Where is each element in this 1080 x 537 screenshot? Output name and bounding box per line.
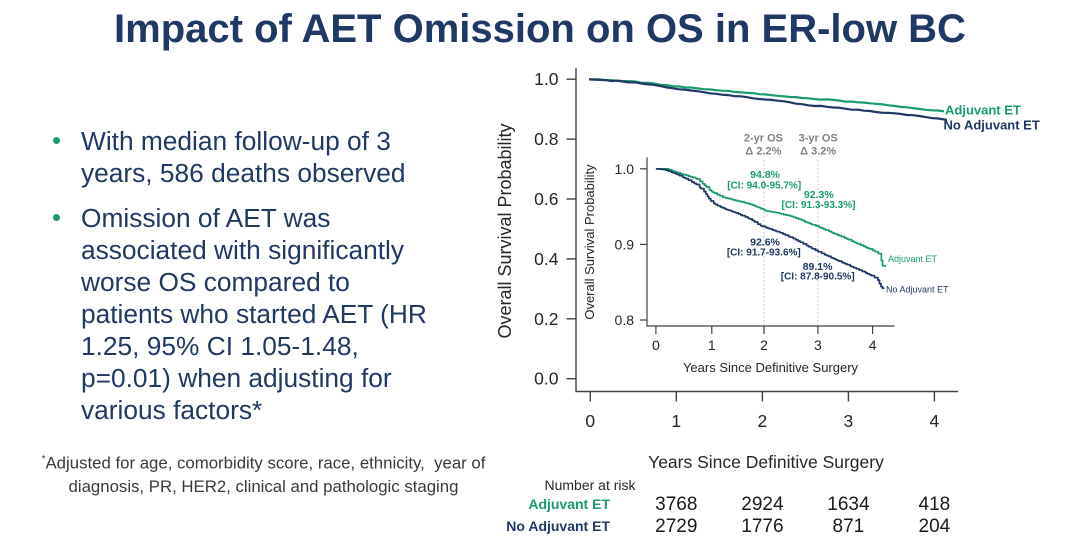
svg-text:1: 1	[708, 337, 716, 353]
svg-text:418: 418	[919, 494, 951, 515]
svg-text:0.2: 0.2	[534, 309, 558, 329]
svg-text:2: 2	[760, 337, 768, 353]
svg-text:2: 2	[758, 411, 768, 431]
svg-text:No Adjuvant ET: No Adjuvant ET	[944, 118, 1040, 133]
svg-text:Years Since Definitive Surgery: Years Since Definitive Surgery	[648, 452, 884, 472]
svg-text:92.3%: 92.3%	[804, 189, 834, 201]
svg-text:0: 0	[652, 337, 660, 353]
svg-text:[CI: 91.3-93.3%]: [CI: 91.3-93.3%]	[782, 200, 856, 211]
svg-text:No Adjuvant ET: No Adjuvant ET	[506, 518, 610, 534]
svg-text:871: 871	[833, 516, 865, 537]
svg-text:0.6: 0.6	[534, 189, 558, 209]
svg-text:2-yr OS: 2-yr OS	[744, 133, 783, 145]
svg-text:1: 1	[671, 411, 681, 431]
svg-text:0.8: 0.8	[615, 312, 635, 328]
svg-text:0: 0	[585, 411, 595, 431]
svg-text:1.0: 1.0	[615, 161, 635, 177]
svg-text:0.9: 0.9	[615, 236, 635, 252]
svg-text:1634: 1634	[827, 494, 870, 515]
svg-text:Adjuvant ET: Adjuvant ET	[888, 254, 938, 264]
svg-text:2729: 2729	[655, 516, 697, 537]
svg-text:[CI: 94.0-95.7%]: [CI: 94.0-95.7%]	[727, 181, 801, 192]
svg-text:204: 204	[919, 516, 951, 537]
svg-text:Δ 2.2%: Δ 2.2%	[745, 146, 781, 158]
svg-text:89.1%: 89.1%	[803, 261, 833, 273]
svg-text:3768: 3768	[655, 494, 697, 515]
svg-text:0.8: 0.8	[534, 129, 558, 149]
svg-text:3: 3	[844, 411, 854, 431]
svg-text:Years Since Definitive Surgery: Years Since Definitive Surgery	[683, 360, 859, 375]
svg-text:4: 4	[869, 337, 877, 353]
svg-text:0.0: 0.0	[534, 369, 559, 389]
svg-text:4: 4	[930, 411, 940, 431]
svg-text:Overall Survival Probability: Overall Survival Probability	[582, 164, 597, 320]
svg-text:92.6%: 92.6%	[750, 237, 780, 249]
svg-text:Δ 3.2%: Δ 3.2%	[800, 146, 836, 158]
svg-text:3: 3	[814, 337, 822, 353]
svg-text:No Adjuvant ET: No Adjuvant ET	[886, 285, 949, 295]
svg-text:Adjuvant ET: Adjuvant ET	[945, 103, 1021, 118]
svg-text:Adjuvant ET: Adjuvant ET	[528, 496, 610, 512]
svg-text:3-yr OS: 3-yr OS	[799, 133, 838, 145]
svg-text:1776: 1776	[741, 516, 783, 537]
svg-text:[CI: 87.8-90.5%]: [CI: 87.8-90.5%]	[781, 272, 855, 283]
svg-text:[CI: 91.7-93.6%]: [CI: 91.7-93.6%]	[727, 248, 801, 259]
svg-text:Number at risk: Number at risk	[544, 477, 636, 493]
svg-text:2924: 2924	[741, 494, 784, 515]
svg-text:1.0: 1.0	[534, 69, 559, 89]
svg-text:0.4: 0.4	[534, 249, 559, 269]
svg-text:94.8%: 94.8%	[750, 169, 780, 181]
svg-text:Overall Survival Probability: Overall Survival Probability	[495, 123, 515, 338]
